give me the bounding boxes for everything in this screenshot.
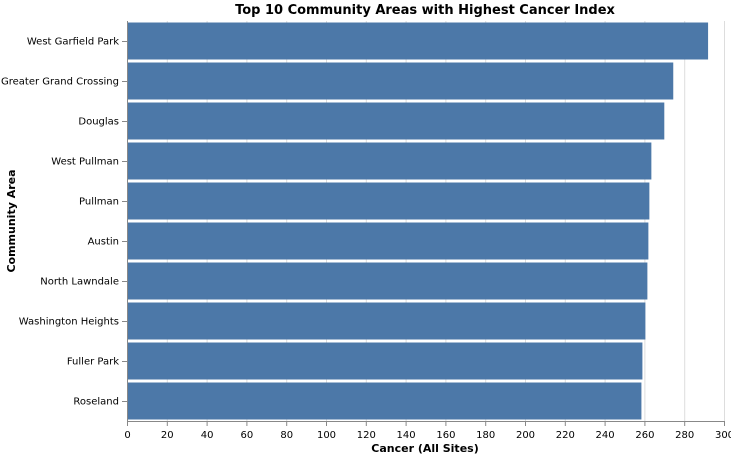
chart-title: Top 10 Community Areas with Highest Canc…: [235, 3, 615, 18]
y-tick-label: Pullman: [79, 197, 119, 208]
x-tick-label: 20: [161, 430, 174, 441]
bar[interactable]: [127, 62, 674, 100]
x-tick-label: 0: [124, 430, 130, 441]
x-tick-label: 140: [397, 430, 416, 441]
y-tick-label: North Lawndale: [40, 277, 119, 288]
bar[interactable]: [127, 22, 709, 60]
y-tick-label: West Garfield Park: [27, 37, 119, 48]
bar[interactable]: [127, 342, 643, 380]
y-tick-label: Austin: [88, 237, 119, 248]
y-tick-label: Fuller Park: [67, 357, 119, 368]
x-tick-label: 200: [516, 430, 535, 441]
x-axis-title: Cancer (All Sites): [371, 442, 478, 455]
x-tick-label: 160: [436, 430, 455, 441]
y-axis-title: Community Area: [5, 169, 18, 272]
bar[interactable]: [127, 382, 642, 420]
y-tick-label: Douglas: [78, 117, 119, 128]
x-tick-label: 240: [596, 430, 615, 441]
bar[interactable]: [127, 262, 648, 300]
x-tick-label: 60: [241, 430, 254, 441]
y-tick-label: Roseland: [73, 397, 119, 408]
y-tick-label: Washington Heights: [19, 317, 119, 328]
x-tick-label: 280: [675, 430, 694, 441]
x-tick-label: 300: [715, 430, 731, 441]
bar[interactable]: [127, 222, 649, 260]
x-tick-label: 100: [317, 430, 336, 441]
x-tick-label: 180: [476, 430, 495, 441]
bar[interactable]: [127, 102, 665, 140]
x-tick-label: 260: [635, 430, 654, 441]
bar[interactable]: [127, 302, 646, 340]
bars: [127, 22, 709, 420]
bar[interactable]: [127, 182, 650, 220]
y-tick-label: West Pullman: [51, 157, 119, 168]
x-tick-label: 80: [280, 430, 293, 441]
axes: West Garfield Park Greater Grand Crossing…: [1, 21, 731, 441]
bar[interactable]: [127, 142, 652, 180]
x-tick-label: 220: [556, 430, 575, 441]
x-tick-label: 40: [201, 430, 214, 441]
y-tick-label: Greater Grand Crossing: [1, 77, 119, 88]
x-tick-label: 120: [357, 430, 376, 441]
